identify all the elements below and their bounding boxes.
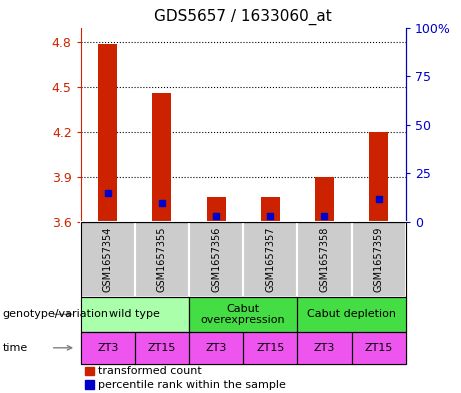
Text: GSM1657357: GSM1657357: [265, 227, 275, 292]
Text: ZT15: ZT15: [364, 343, 393, 353]
Bar: [369, 132, 388, 222]
Bar: [207, 196, 225, 222]
Text: GSM1657354: GSM1657354: [103, 227, 113, 292]
Text: ZT15: ZT15: [256, 343, 284, 353]
Text: GSM1657359: GSM1657359: [373, 227, 384, 292]
Text: transformed count: transformed count: [98, 366, 202, 376]
Text: GSM1657356: GSM1657356: [211, 227, 221, 292]
Bar: [153, 94, 171, 222]
Text: GSM1657355: GSM1657355: [157, 227, 167, 292]
Title: GDS5657 / 1633060_at: GDS5657 / 1633060_at: [154, 9, 332, 25]
Text: Cabut
overexpression: Cabut overexpression: [201, 304, 285, 325]
Bar: [98, 44, 117, 222]
Text: ZT15: ZT15: [148, 343, 176, 353]
Text: wild type: wild type: [109, 309, 160, 320]
Bar: [315, 177, 334, 222]
Text: genotype/variation: genotype/variation: [2, 309, 108, 320]
Text: percentile rank within the sample: percentile rank within the sample: [98, 380, 286, 390]
Bar: [261, 196, 280, 222]
Text: time: time: [2, 343, 28, 353]
Text: GSM1657358: GSM1657358: [319, 227, 330, 292]
Text: ZT3: ZT3: [97, 343, 118, 353]
Text: ZT3: ZT3: [206, 343, 227, 353]
Text: Cabut depletion: Cabut depletion: [307, 309, 396, 320]
Text: ZT3: ZT3: [314, 343, 335, 353]
